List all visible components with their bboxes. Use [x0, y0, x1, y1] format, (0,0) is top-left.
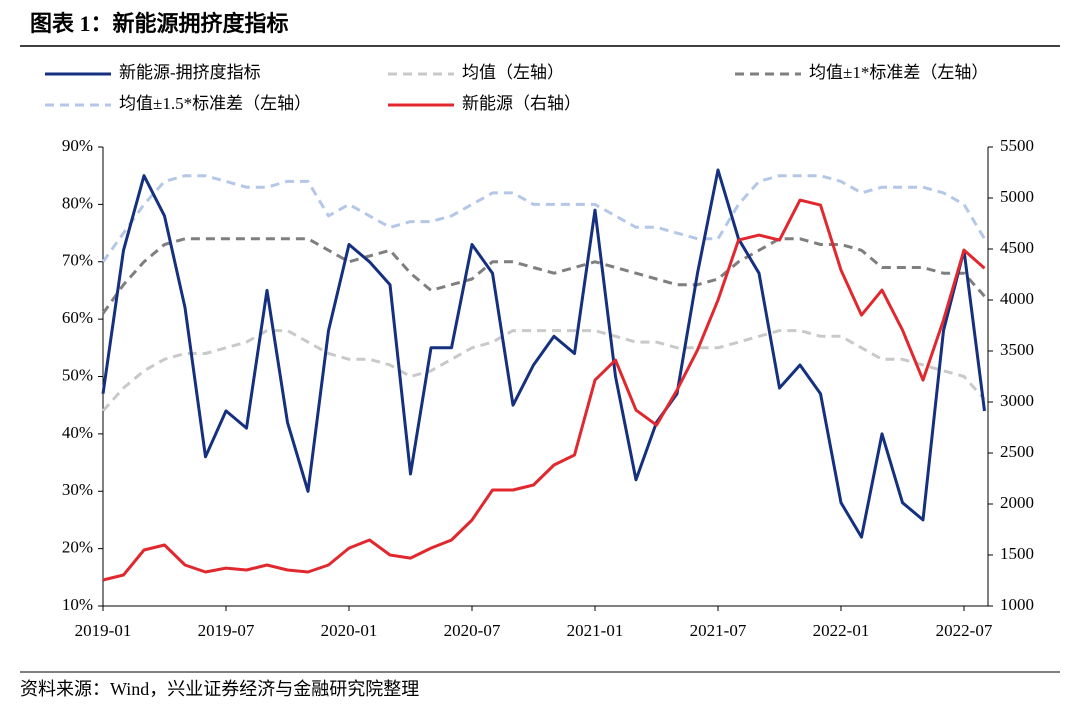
- y2-tick-label: 5500: [1000, 136, 1034, 155]
- y2-tick-label: 5000: [1000, 187, 1034, 206]
- y-tick-label: 60%: [62, 308, 93, 327]
- y2-tick-label: 1000: [1000, 595, 1034, 614]
- y2-tick-label: 1500: [1000, 544, 1034, 563]
- x-tick-label: 2019-07: [198, 621, 255, 640]
- legend-label: 均值±1*标准差（左轴）: [809, 63, 988, 82]
- y-tick-label: 40%: [62, 423, 93, 442]
- y2-tick-label: 2500: [1000, 442, 1034, 461]
- series-line: [101, 237, 986, 315]
- y-tick-label: 80%: [62, 193, 93, 212]
- y-tick-label: 10%: [62, 595, 93, 614]
- source: 资料来源：Wind，兴业证券经济与金融研究院整理: [20, 679, 419, 699]
- x-tick-label: 2021-01: [567, 621, 624, 640]
- series-line: [102, 198, 986, 582]
- series-line: [101, 174, 986, 263]
- y2-tick-label: 4000: [1000, 289, 1034, 308]
- x-tick-label: 2019-01: [75, 621, 132, 640]
- series-line: [101, 168, 986, 539]
- y2-tick-label: 3500: [1000, 340, 1034, 359]
- x-tick-label: 2021-07: [690, 621, 747, 640]
- y-tick-label: 70%: [62, 251, 93, 270]
- y-tick-label: 90%: [62, 136, 93, 155]
- y-tick-label: 30%: [62, 480, 93, 499]
- legend-label: 新能源-拥挤度指标: [119, 63, 261, 82]
- x-tick-label: 2022-07: [936, 621, 993, 640]
- x-tick-label: 2020-07: [444, 621, 501, 640]
- series-line: [101, 329, 986, 412]
- x-tick-label: 2020-01: [321, 621, 378, 640]
- y2-tick-label: 4500: [1000, 238, 1034, 257]
- x-tick-label: 2022-01: [813, 621, 870, 640]
- y-tick-label: 20%: [62, 538, 93, 557]
- y2-tick-label: 2000: [1000, 493, 1034, 512]
- y-tick-label: 50%: [62, 365, 93, 384]
- legend-label: 均值（左轴）: [462, 63, 564, 82]
- chart-title: 图表 1：新能源拥挤度指标: [30, 11, 289, 36]
- legend-label: 新能源（右轴）: [462, 94, 581, 113]
- y2-tick-label: 3000: [1000, 391, 1034, 410]
- legend-label: 均值±1.5*标准差（左轴）: [119, 94, 311, 113]
